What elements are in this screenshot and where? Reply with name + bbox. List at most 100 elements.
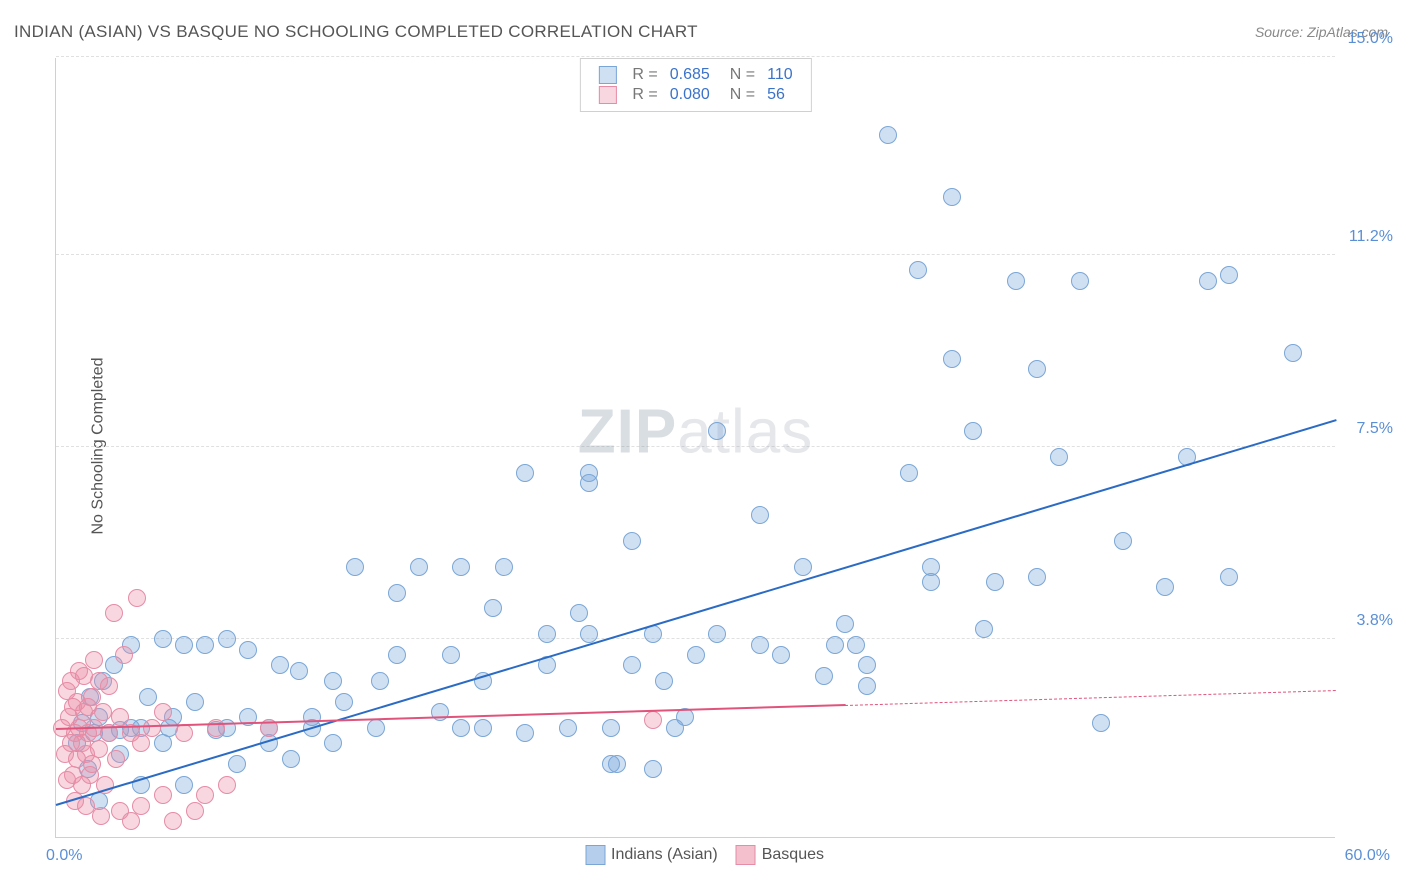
- legend-r-value: 0.080: [664, 85, 716, 105]
- y-tick-label: 3.8%: [1357, 612, 1393, 630]
- indian-point: [442, 646, 460, 664]
- chart-container: INDIAN (ASIAN) VS BASQUE NO SCHOOLING CO…: [0, 0, 1406, 892]
- basque-point: [196, 786, 214, 804]
- indian-point: [474, 719, 492, 737]
- x-tick-min: 0.0%: [46, 847, 82, 865]
- indian-point: [847, 636, 865, 654]
- indian-point: [943, 350, 961, 368]
- legend-n-value: 110: [761, 65, 799, 85]
- basque-point: [154, 703, 172, 721]
- indian-point: [879, 126, 897, 144]
- indian-point: [410, 558, 428, 576]
- indian-point: [324, 672, 342, 690]
- trend-line: [56, 419, 1337, 806]
- indian-point: [676, 708, 694, 726]
- basque-point: [105, 604, 123, 622]
- legend-swatch: [736, 845, 756, 865]
- legend-n-value: 56: [761, 85, 799, 105]
- basque-point: [128, 589, 146, 607]
- legend-swatch: [598, 66, 616, 84]
- indian-point: [1007, 272, 1025, 290]
- indian-point: [516, 724, 534, 742]
- chart-title: INDIAN (ASIAN) VS BASQUE NO SCHOOLING CO…: [14, 22, 698, 42]
- basque-point: [85, 651, 103, 669]
- indian-point: [1220, 568, 1238, 586]
- indian-point: [826, 636, 844, 654]
- indian-point: [388, 646, 406, 664]
- indian-point: [538, 625, 556, 643]
- legend-r-value: 0.685: [664, 65, 716, 85]
- indian-point: [964, 422, 982, 440]
- indian-point: [1199, 272, 1217, 290]
- legend-n-label: N =: [716, 65, 761, 85]
- indian-point: [687, 646, 705, 664]
- plot-area: ZIPatlas R =0.685N =110 R =0.080N = 56 0.…: [55, 58, 1335, 838]
- y-tick-label: 11.2%: [1349, 228, 1393, 246]
- indian-point: [858, 656, 876, 674]
- indian-point: [975, 620, 993, 638]
- indian-point: [1028, 568, 1046, 586]
- indian-point: [1114, 532, 1132, 550]
- indian-point: [943, 188, 961, 206]
- indian-point: [580, 474, 598, 492]
- legend-r-label: R =: [626, 65, 663, 85]
- basque-point: [90, 740, 108, 758]
- indian-point: [751, 506, 769, 524]
- indian-point: [367, 719, 385, 737]
- indian-point: [175, 636, 193, 654]
- basque-point: [644, 711, 662, 729]
- legend-n-label: N =: [716, 85, 761, 105]
- indian-point: [154, 630, 172, 648]
- indian-point: [602, 719, 620, 737]
- indian-point: [452, 558, 470, 576]
- indian-point: [196, 636, 214, 654]
- basque-point: [94, 703, 112, 721]
- y-tick-label: 7.5%: [1357, 420, 1393, 438]
- indian-point: [452, 719, 470, 737]
- indian-point: [644, 760, 662, 778]
- indian-point: [239, 641, 257, 659]
- series-legend: Indians (Asian)Basques: [567, 845, 824, 865]
- basque-point: [175, 724, 193, 742]
- indian-point: [154, 734, 172, 752]
- watermark: ZIPatlas: [578, 396, 813, 467]
- gridline: [56, 446, 1335, 447]
- indian-point: [431, 703, 449, 721]
- indian-point: [1028, 360, 1046, 378]
- legend-r-label: R =: [626, 85, 663, 105]
- indian-point: [909, 261, 927, 279]
- indian-point: [900, 464, 918, 482]
- indian-point: [290, 662, 308, 680]
- basque-point: [115, 646, 133, 664]
- basque-point: [218, 776, 236, 794]
- indian-point: [608, 755, 626, 773]
- indian-point: [484, 599, 502, 617]
- indian-point: [751, 636, 769, 654]
- indian-point: [815, 667, 833, 685]
- indian-point: [1071, 272, 1089, 290]
- indian-point: [1220, 266, 1238, 284]
- indian-point: [559, 719, 577, 737]
- basque-point: [154, 786, 172, 804]
- indian-point: [1284, 344, 1302, 362]
- basque-point: [122, 812, 140, 830]
- gridline: [56, 638, 1335, 639]
- basque-point: [100, 677, 118, 695]
- indian-point: [858, 677, 876, 695]
- legend-swatch: [585, 845, 605, 865]
- indian-point: [186, 693, 204, 711]
- indian-point: [346, 558, 364, 576]
- indian-point: [986, 573, 1004, 591]
- correlation-legend: R =0.685N =110 R =0.080N = 56: [579, 58, 811, 112]
- indian-point: [836, 615, 854, 633]
- indian-point: [228, 755, 246, 773]
- basque-point: [107, 750, 125, 768]
- legend-series-label: Indians (Asian): [611, 846, 718, 863]
- indian-point: [218, 630, 236, 648]
- indian-point: [1092, 714, 1110, 732]
- basque-point: [132, 734, 150, 752]
- basque-point: [143, 719, 161, 737]
- gridline: [56, 56, 1335, 57]
- basque-point: [207, 719, 225, 737]
- indian-point: [371, 672, 389, 690]
